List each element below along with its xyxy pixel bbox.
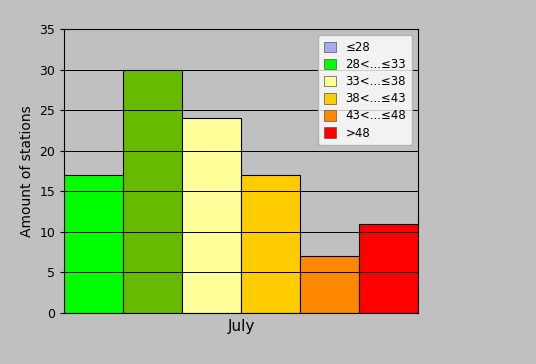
Bar [182, 118, 241, 313]
X-axis label: July: July [227, 318, 255, 333]
Bar [64, 175, 123, 313]
Bar [300, 256, 359, 313]
Y-axis label: Amount of stations: Amount of stations [20, 105, 34, 237]
Legend: ≤28, 28<...≤33, 33<...≤38, 38<...≤43, 43<...≤48, >48: ≤28, 28<...≤33, 33<...≤38, 38<...≤43, 43… [318, 35, 412, 146]
Bar [241, 175, 300, 313]
Bar [123, 70, 182, 313]
Bar [359, 224, 418, 313]
